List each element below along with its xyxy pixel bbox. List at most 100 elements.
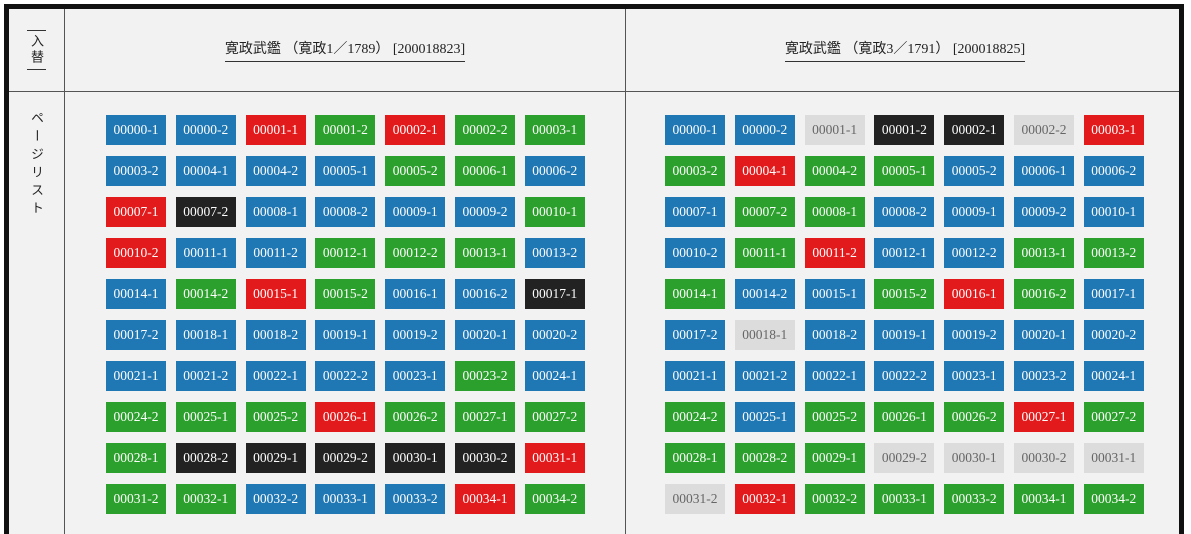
left-page-tile[interactable]: 00026-2 xyxy=(385,402,446,432)
right-page-tile[interactable]: 00017-2 xyxy=(665,320,725,350)
left-page-tile[interactable]: 00013-2 xyxy=(524,238,585,268)
left-page-tile[interactable]: 00004-1 xyxy=(175,156,236,186)
left-page-tile[interactable]: 00014-1 xyxy=(106,279,166,309)
left-page-tile[interactable]: 00001-2 xyxy=(315,115,376,145)
right-page-tile[interactable]: 00005-1 xyxy=(874,156,935,186)
left-page-tile[interactable]: 00022-1 xyxy=(245,361,306,391)
left-page-tile[interactable]: 00023-1 xyxy=(385,361,446,391)
right-book-title[interactable]: 寛政武鑑 （寛政3／1791） [200018825] xyxy=(784,38,1026,62)
right-page-tile[interactable]: 00033-1 xyxy=(874,484,935,514)
right-page-tile[interactable]: 00029-2 xyxy=(874,443,935,473)
left-page-tile[interactable]: 00016-2 xyxy=(454,279,515,309)
right-page-tile[interactable]: 00018-1 xyxy=(734,320,795,350)
right-page-tile[interactable]: 00026-2 xyxy=(944,402,1005,432)
right-page-tile[interactable]: 00031-2 xyxy=(665,484,725,514)
right-page-tile[interactable]: 00002-1 xyxy=(944,115,1005,145)
right-page-tile[interactable]: 00003-2 xyxy=(665,156,725,186)
right-page-tile[interactable]: 00008-1 xyxy=(804,197,865,227)
right-page-tile[interactable]: 00001-2 xyxy=(874,115,935,145)
right-page-tile[interactable]: 00025-2 xyxy=(804,402,865,432)
left-page-tile[interactable]: 00015-2 xyxy=(315,279,376,309)
left-page-tile[interactable]: 00031-2 xyxy=(106,484,166,514)
left-page-tile[interactable]: 00012-2 xyxy=(385,238,446,268)
left-page-tile[interactable]: 00014-2 xyxy=(175,279,236,309)
left-page-tile[interactable]: 00028-2 xyxy=(175,443,236,473)
left-page-tile[interactable]: 00029-1 xyxy=(245,443,306,473)
left-page-tile[interactable]: 00021-1 xyxy=(106,361,166,391)
right-page-tile[interactable]: 00013-2 xyxy=(1083,238,1144,268)
right-page-tile[interactable]: 00024-1 xyxy=(1083,361,1144,391)
right-page-tile[interactable]: 00023-1 xyxy=(944,361,1005,391)
left-page-tile[interactable]: 00005-2 xyxy=(385,156,446,186)
right-page-tile[interactable]: 00004-2 xyxy=(804,156,865,186)
right-page-tile[interactable]: 00009-2 xyxy=(1013,197,1074,227)
right-page-tile[interactable]: 00023-2 xyxy=(1013,361,1074,391)
left-page-tile[interactable]: 00005-1 xyxy=(315,156,376,186)
left-page-tile[interactable]: 00000-2 xyxy=(175,115,236,145)
right-page-tile[interactable]: 00022-2 xyxy=(874,361,935,391)
left-book-title[interactable]: 寛政武鑑 （寛政1／1789） [200018823] xyxy=(224,38,466,62)
left-page-tile[interactable]: 00031-1 xyxy=(524,443,585,473)
right-page-tile[interactable]: 00011-1 xyxy=(734,238,795,268)
left-page-tile[interactable]: 00029-2 xyxy=(315,443,376,473)
left-page-tile[interactable]: 00012-1 xyxy=(315,238,376,268)
left-page-tile[interactable]: 00010-2 xyxy=(106,238,166,268)
right-page-tile[interactable]: 00005-2 xyxy=(944,156,1005,186)
right-page-tile[interactable]: 00013-1 xyxy=(1013,238,1074,268)
left-page-tile[interactable]: 00008-1 xyxy=(245,197,306,227)
left-page-tile[interactable]: 00018-2 xyxy=(245,320,306,350)
right-page-tile[interactable]: 00004-1 xyxy=(734,156,795,186)
right-page-tile[interactable]: 00031-1 xyxy=(1083,443,1144,473)
left-page-tile[interactable]: 00032-1 xyxy=(175,484,236,514)
right-page-tile[interactable]: 00030-2 xyxy=(1013,443,1074,473)
left-page-tile[interactable]: 00026-1 xyxy=(315,402,376,432)
right-page-tile[interactable]: 00028-1 xyxy=(665,443,725,473)
left-page-tile[interactable]: 00020-1 xyxy=(454,320,515,350)
right-page-tile[interactable]: 00019-1 xyxy=(874,320,935,350)
right-page-tile[interactable]: 00002-2 xyxy=(1013,115,1074,145)
left-page-tile[interactable]: 00013-1 xyxy=(454,238,515,268)
right-page-tile[interactable]: 00027-2 xyxy=(1083,402,1144,432)
left-page-tile[interactable]: 00023-2 xyxy=(454,361,515,391)
right-page-tile[interactable]: 00019-2 xyxy=(944,320,1005,350)
right-page-tile[interactable]: 00033-2 xyxy=(944,484,1005,514)
right-page-tile[interactable]: 00014-1 xyxy=(665,279,725,309)
left-page-tile[interactable]: 00025-1 xyxy=(175,402,236,432)
right-page-tile[interactable]: 00007-1 xyxy=(665,197,725,227)
right-page-tile[interactable]: 00021-1 xyxy=(665,361,725,391)
left-page-tile[interactable]: 00020-2 xyxy=(524,320,585,350)
right-page-tile[interactable]: 00030-1 xyxy=(944,443,1005,473)
left-page-tile[interactable]: 00030-2 xyxy=(454,443,515,473)
left-page-tile[interactable]: 00025-2 xyxy=(245,402,306,432)
right-page-tile[interactable]: 00016-1 xyxy=(944,279,1005,309)
left-page-tile[interactable]: 00019-1 xyxy=(315,320,376,350)
right-page-tile[interactable]: 00034-2 xyxy=(1083,484,1144,514)
left-page-tile[interactable]: 00009-2 xyxy=(454,197,515,227)
left-page-tile[interactable]: 00030-1 xyxy=(385,443,446,473)
left-page-tile[interactable]: 00024-2 xyxy=(106,402,166,432)
right-page-tile[interactable]: 00026-1 xyxy=(874,402,935,432)
left-page-tile[interactable]: 00006-1 xyxy=(454,156,515,186)
left-page-tile[interactable]: 00027-2 xyxy=(524,402,585,432)
right-page-tile[interactable]: 00012-1 xyxy=(874,238,935,268)
right-page-tile[interactable]: 00032-2 xyxy=(804,484,865,514)
left-page-tile[interactable]: 00017-1 xyxy=(524,279,585,309)
left-page-tile[interactable]: 00019-2 xyxy=(385,320,446,350)
left-page-tile[interactable]: 00011-1 xyxy=(175,238,236,268)
left-page-tile[interactable]: 00008-2 xyxy=(315,197,376,227)
left-page-tile[interactable]: 00028-1 xyxy=(106,443,166,473)
right-page-tile[interactable]: 00009-1 xyxy=(944,197,1005,227)
left-page-tile[interactable]: 00034-1 xyxy=(454,484,515,514)
right-page-tile[interactable]: 00001-1 xyxy=(804,115,865,145)
right-page-tile[interactable]: 00017-1 xyxy=(1083,279,1144,309)
right-page-tile[interactable]: 00003-1 xyxy=(1083,115,1144,145)
left-page-tile[interactable]: 00002-2 xyxy=(454,115,515,145)
right-page-tile[interactable]: 00034-1 xyxy=(1013,484,1074,514)
right-page-tile[interactable]: 00015-1 xyxy=(804,279,865,309)
right-page-tile[interactable]: 00021-2 xyxy=(734,361,795,391)
left-page-tile[interactable]: 00007-2 xyxy=(175,197,236,227)
left-page-tile[interactable]: 00004-2 xyxy=(245,156,306,186)
left-page-tile[interactable]: 00003-1 xyxy=(524,115,585,145)
left-page-tile[interactable]: 00024-1 xyxy=(524,361,585,391)
right-page-tile[interactable]: 00022-1 xyxy=(804,361,865,391)
